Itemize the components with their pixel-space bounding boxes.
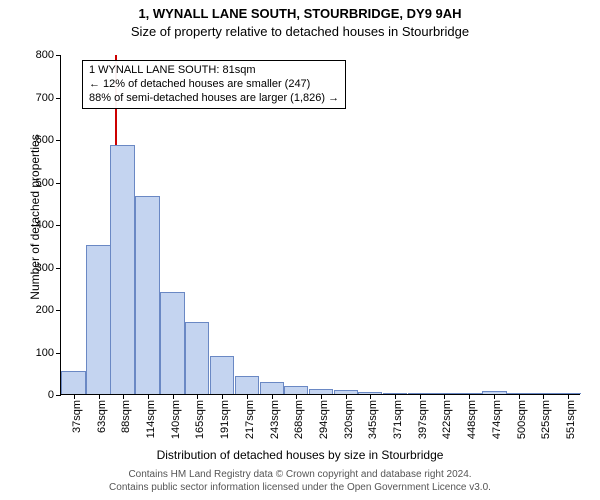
histogram-bar — [482, 391, 507, 394]
xtick-mark — [247, 394, 248, 399]
chart-subtitle: Size of property relative to detached ho… — [0, 24, 600, 39]
xtick-label: 345sqm — [367, 400, 379, 439]
xtick-mark — [568, 394, 569, 399]
xtick-label: 397sqm — [417, 400, 429, 439]
xtick-label: 217sqm — [244, 400, 256, 439]
xtick-mark — [197, 394, 198, 399]
xtick-mark — [370, 394, 371, 399]
ytick-label: 0 — [48, 389, 61, 401]
x-axis-label: Distribution of detached houses by size … — [0, 448, 600, 462]
chart-container: 1, WYNALL LANE SOUTH, STOURBRIDGE, DY9 9… — [0, 0, 600, 500]
xtick-mark — [272, 394, 273, 399]
xtick-mark — [519, 394, 520, 399]
histogram-bar — [457, 393, 482, 394]
xtick-mark — [123, 394, 124, 399]
histogram-bar — [110, 145, 135, 394]
histogram-bar — [408, 393, 433, 394]
xtick-mark — [420, 394, 421, 399]
xtick-mark — [296, 394, 297, 399]
xtick-label: 191sqm — [219, 400, 231, 439]
xtick-label: 525sqm — [540, 400, 552, 439]
histogram-bar — [135, 196, 160, 394]
histogram-bar — [160, 292, 185, 394]
histogram-bar — [210, 356, 235, 394]
xtick-mark — [222, 394, 223, 399]
xtick-label: 371sqm — [392, 400, 404, 439]
xtick-label: 140sqm — [170, 400, 182, 439]
histogram-bar — [235, 376, 260, 394]
chart-title: 1, WYNALL LANE SOUTH, STOURBRIDGE, DY9 9… — [0, 6, 600, 21]
xtick-label: 88sqm — [120, 400, 132, 433]
histogram-bar — [531, 393, 556, 394]
attribution-line1: Contains HM Land Registry data © Crown c… — [0, 469, 600, 482]
xtick-label: 243sqm — [269, 400, 281, 439]
histogram-bar — [358, 392, 383, 394]
histogram-bar — [309, 389, 334, 394]
attribution-line2: Contains public sector information licen… — [0, 482, 600, 495]
xtick-label: 474sqm — [491, 400, 503, 439]
xtick-label: 63sqm — [96, 400, 108, 433]
xtick-label: 114sqm — [145, 400, 157, 438]
xtick-mark — [148, 394, 149, 399]
xtick-label: 165sqm — [194, 400, 206, 439]
ytick-label: 200 — [36, 304, 61, 316]
xtick-mark — [543, 394, 544, 399]
xtick-label: 294sqm — [318, 400, 330, 439]
xtick-label: 448sqm — [466, 400, 478, 439]
ytick-label: 300 — [36, 262, 61, 274]
histogram-bar — [507, 393, 532, 394]
xtick-mark — [494, 394, 495, 399]
histogram-bar — [432, 393, 457, 394]
xtick-mark — [469, 394, 470, 399]
histogram-bar — [556, 393, 581, 394]
histogram-bar — [185, 322, 210, 394]
ytick-label: 800 — [36, 49, 61, 61]
histogram-bar — [86, 245, 111, 394]
xtick-label: 500sqm — [516, 400, 528, 439]
histogram-bar — [260, 382, 285, 394]
histogram-bar — [334, 390, 359, 394]
xtick-label: 320sqm — [343, 400, 355, 439]
xtick-mark — [173, 394, 174, 399]
data-box-line1: 1 WYNALL LANE SOUTH: 81sqm — [89, 64, 339, 78]
xtick-mark — [395, 394, 396, 399]
xtick-label: 422sqm — [441, 400, 453, 439]
attribution: Contains HM Land Registry data © Crown c… — [0, 469, 600, 494]
xtick-mark — [444, 394, 445, 399]
data-box: 1 WYNALL LANE SOUTH: 81sqm ← 12% of deta… — [82, 60, 346, 109]
histogram-bar — [284, 386, 309, 394]
xtick-mark — [74, 394, 75, 399]
histogram-bar — [61, 371, 86, 394]
xtick-label: 551sqm — [565, 400, 577, 439]
histogram-bar — [383, 393, 408, 394]
ytick-label: 600 — [36, 134, 61, 146]
data-box-line3: 88% of semi-detached houses are larger (… — [89, 92, 339, 106]
xtick-label: 268sqm — [293, 400, 305, 439]
xtick-label: 37sqm — [71, 400, 83, 433]
ytick-label: 400 — [36, 219, 61, 231]
xtick-mark — [321, 394, 322, 399]
ytick-label: 700 — [36, 92, 61, 104]
xtick-mark — [346, 394, 347, 399]
ytick-label: 100 — [36, 347, 61, 359]
ytick-label: 500 — [36, 177, 61, 189]
xtick-mark — [99, 394, 100, 399]
data-box-line2: ← 12% of detached houses are smaller (24… — [89, 78, 339, 92]
